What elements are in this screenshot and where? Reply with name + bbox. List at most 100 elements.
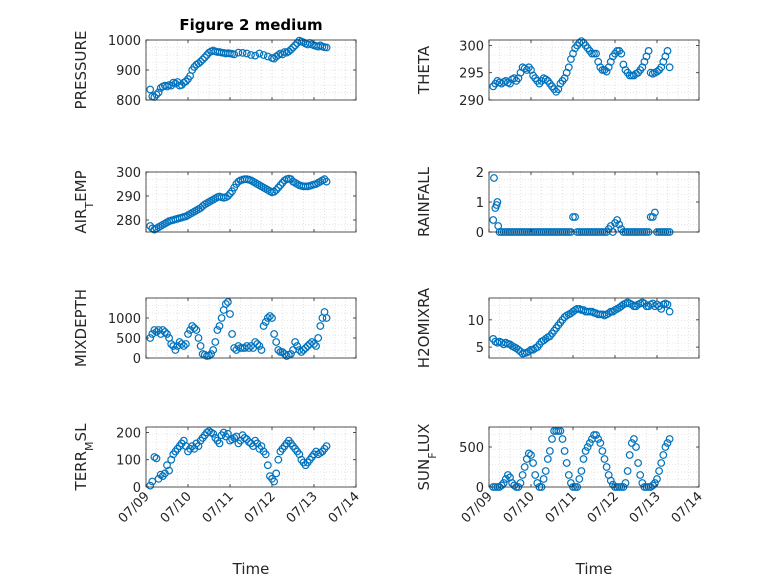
data-point xyxy=(531,471,540,479)
data-point xyxy=(266,312,274,320)
data-point xyxy=(238,49,247,57)
data-point xyxy=(274,183,283,192)
data-point xyxy=(543,455,552,463)
y-axis-label: PRESSURE xyxy=(72,31,90,110)
figure-title: Figure 2 medium xyxy=(179,16,322,34)
data-point xyxy=(217,314,226,322)
data-point xyxy=(228,330,237,338)
series-markers xyxy=(489,37,674,96)
data-point xyxy=(205,351,213,360)
data-point xyxy=(223,298,232,306)
subplot-1: 800 900 1000 PRESSURE xyxy=(72,31,357,110)
data-point xyxy=(625,451,634,459)
data-point xyxy=(146,85,155,94)
series-markers xyxy=(146,298,331,360)
data-point xyxy=(602,463,611,471)
data-point xyxy=(546,447,554,455)
data-point xyxy=(504,471,512,479)
x-axis-label-left: Time xyxy=(232,560,270,578)
data-point xyxy=(492,201,501,209)
data-point xyxy=(211,338,220,346)
data-point xyxy=(148,477,157,486)
subplot-6: 5 10 H2OMIXRA xyxy=(415,287,700,368)
data-point xyxy=(322,177,331,186)
subplot-4: 0 1 2 RAINFALL xyxy=(415,166,700,241)
data-point xyxy=(663,439,672,447)
data-point xyxy=(596,439,605,447)
data-point xyxy=(627,439,636,447)
series-markers xyxy=(489,298,674,358)
x-tick-label: 07/11 xyxy=(543,489,580,526)
data-point xyxy=(560,447,569,455)
data-point xyxy=(192,326,201,334)
y-tick-label: 0 xyxy=(476,481,484,496)
data-point xyxy=(270,477,279,486)
data-point xyxy=(169,342,178,350)
y-tick-label: 290 xyxy=(459,94,484,109)
data-point xyxy=(181,340,190,348)
data-point xyxy=(571,213,579,221)
data-point xyxy=(602,67,611,76)
data-point xyxy=(490,174,498,182)
data-point xyxy=(648,481,657,490)
data-point xyxy=(163,82,171,91)
data-point xyxy=(259,51,268,59)
data-point xyxy=(646,213,655,221)
data-point xyxy=(577,467,586,475)
data-point xyxy=(651,302,659,311)
data-point xyxy=(575,38,584,47)
data-point xyxy=(244,344,253,352)
data-point xyxy=(575,475,584,483)
data-point xyxy=(150,453,159,461)
y-tick-label: 800 xyxy=(116,94,141,109)
data-point xyxy=(310,340,318,348)
axes-box xyxy=(488,297,700,359)
data-point xyxy=(630,435,638,443)
data-point xyxy=(240,434,249,442)
data-point xyxy=(497,481,506,490)
data-point xyxy=(569,213,577,221)
y-axis-label: AIRTEMP xyxy=(72,170,96,233)
data-point xyxy=(190,324,199,332)
y-axis-label: TERRMSL xyxy=(72,423,96,492)
subplot-3: 280 290 300 AIRTEMP xyxy=(72,166,357,234)
data-point xyxy=(209,429,218,438)
x-tick-label: 07/10 xyxy=(501,489,538,526)
y-tick-label: 100 xyxy=(116,454,141,469)
data-point xyxy=(518,471,527,479)
data-point xyxy=(621,479,630,487)
data-point xyxy=(533,479,542,487)
y-tick-label: 0 xyxy=(133,481,141,496)
data-point xyxy=(581,447,590,455)
data-point xyxy=(548,435,556,443)
y-tick-label: 280 xyxy=(116,214,141,229)
data-point xyxy=(171,346,180,354)
data-point xyxy=(152,454,161,463)
data-point xyxy=(150,326,159,334)
data-point xyxy=(255,49,264,58)
data-point xyxy=(194,59,203,68)
series-markers xyxy=(146,174,331,234)
data-point xyxy=(606,307,615,316)
data-point xyxy=(272,469,281,478)
data-point xyxy=(160,328,169,336)
data-point xyxy=(516,479,525,487)
x-tick-label: 07/10 xyxy=(158,489,195,526)
data-point xyxy=(579,455,588,463)
data-point xyxy=(276,348,285,356)
data-point xyxy=(308,338,316,346)
y-tick-label: 1000 xyxy=(108,312,141,327)
data-point xyxy=(588,49,596,58)
data-point xyxy=(577,37,586,45)
data-point xyxy=(177,340,186,348)
y-axis-label: THETA xyxy=(415,45,433,95)
data-point xyxy=(520,463,529,471)
data-point xyxy=(657,459,666,467)
data-point xyxy=(287,45,295,54)
data-point xyxy=(651,479,659,487)
data-point xyxy=(230,50,239,59)
data-point xyxy=(194,334,203,342)
x-tick-label: 07/13 xyxy=(284,489,321,526)
